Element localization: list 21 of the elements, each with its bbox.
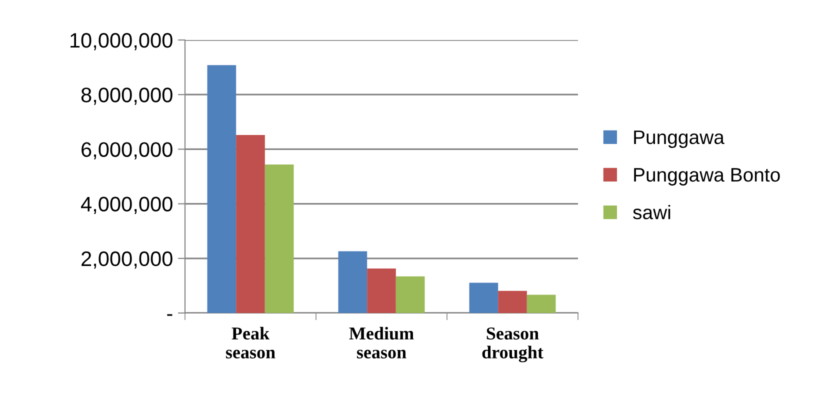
bar bbox=[469, 282, 498, 313]
y-tick-label: 8,000,000 bbox=[81, 88, 172, 105]
bar bbox=[338, 251, 368, 313]
y-tick-label: - bbox=[167, 314, 172, 316]
bar bbox=[367, 268, 396, 313]
y-tick-label: 10,000,000 bbox=[70, 33, 172, 50]
bar bbox=[498, 290, 527, 313]
bar bbox=[526, 294, 556, 313]
y-tick-label: 4,000,000 bbox=[81, 196, 172, 214]
bar bbox=[396, 276, 425, 313]
legend-label: Punggawa bbox=[634, 130, 724, 148]
y-tick-label: 2,000,000 bbox=[82, 251, 172, 269]
bar bbox=[207, 65, 236, 313]
x-tick-label: Peak season bbox=[226, 326, 276, 358]
legend-label: Punggawa Bonto bbox=[634, 168, 780, 186]
bar bbox=[236, 135, 265, 313]
x-tick-label: Season drought bbox=[482, 327, 544, 362]
y-tick-label: 6,000,000 bbox=[82, 142, 172, 160]
legend-label: sawi bbox=[633, 205, 670, 220]
bar bbox=[264, 164, 294, 313]
x-tick-label: Medium season bbox=[349, 326, 414, 358]
